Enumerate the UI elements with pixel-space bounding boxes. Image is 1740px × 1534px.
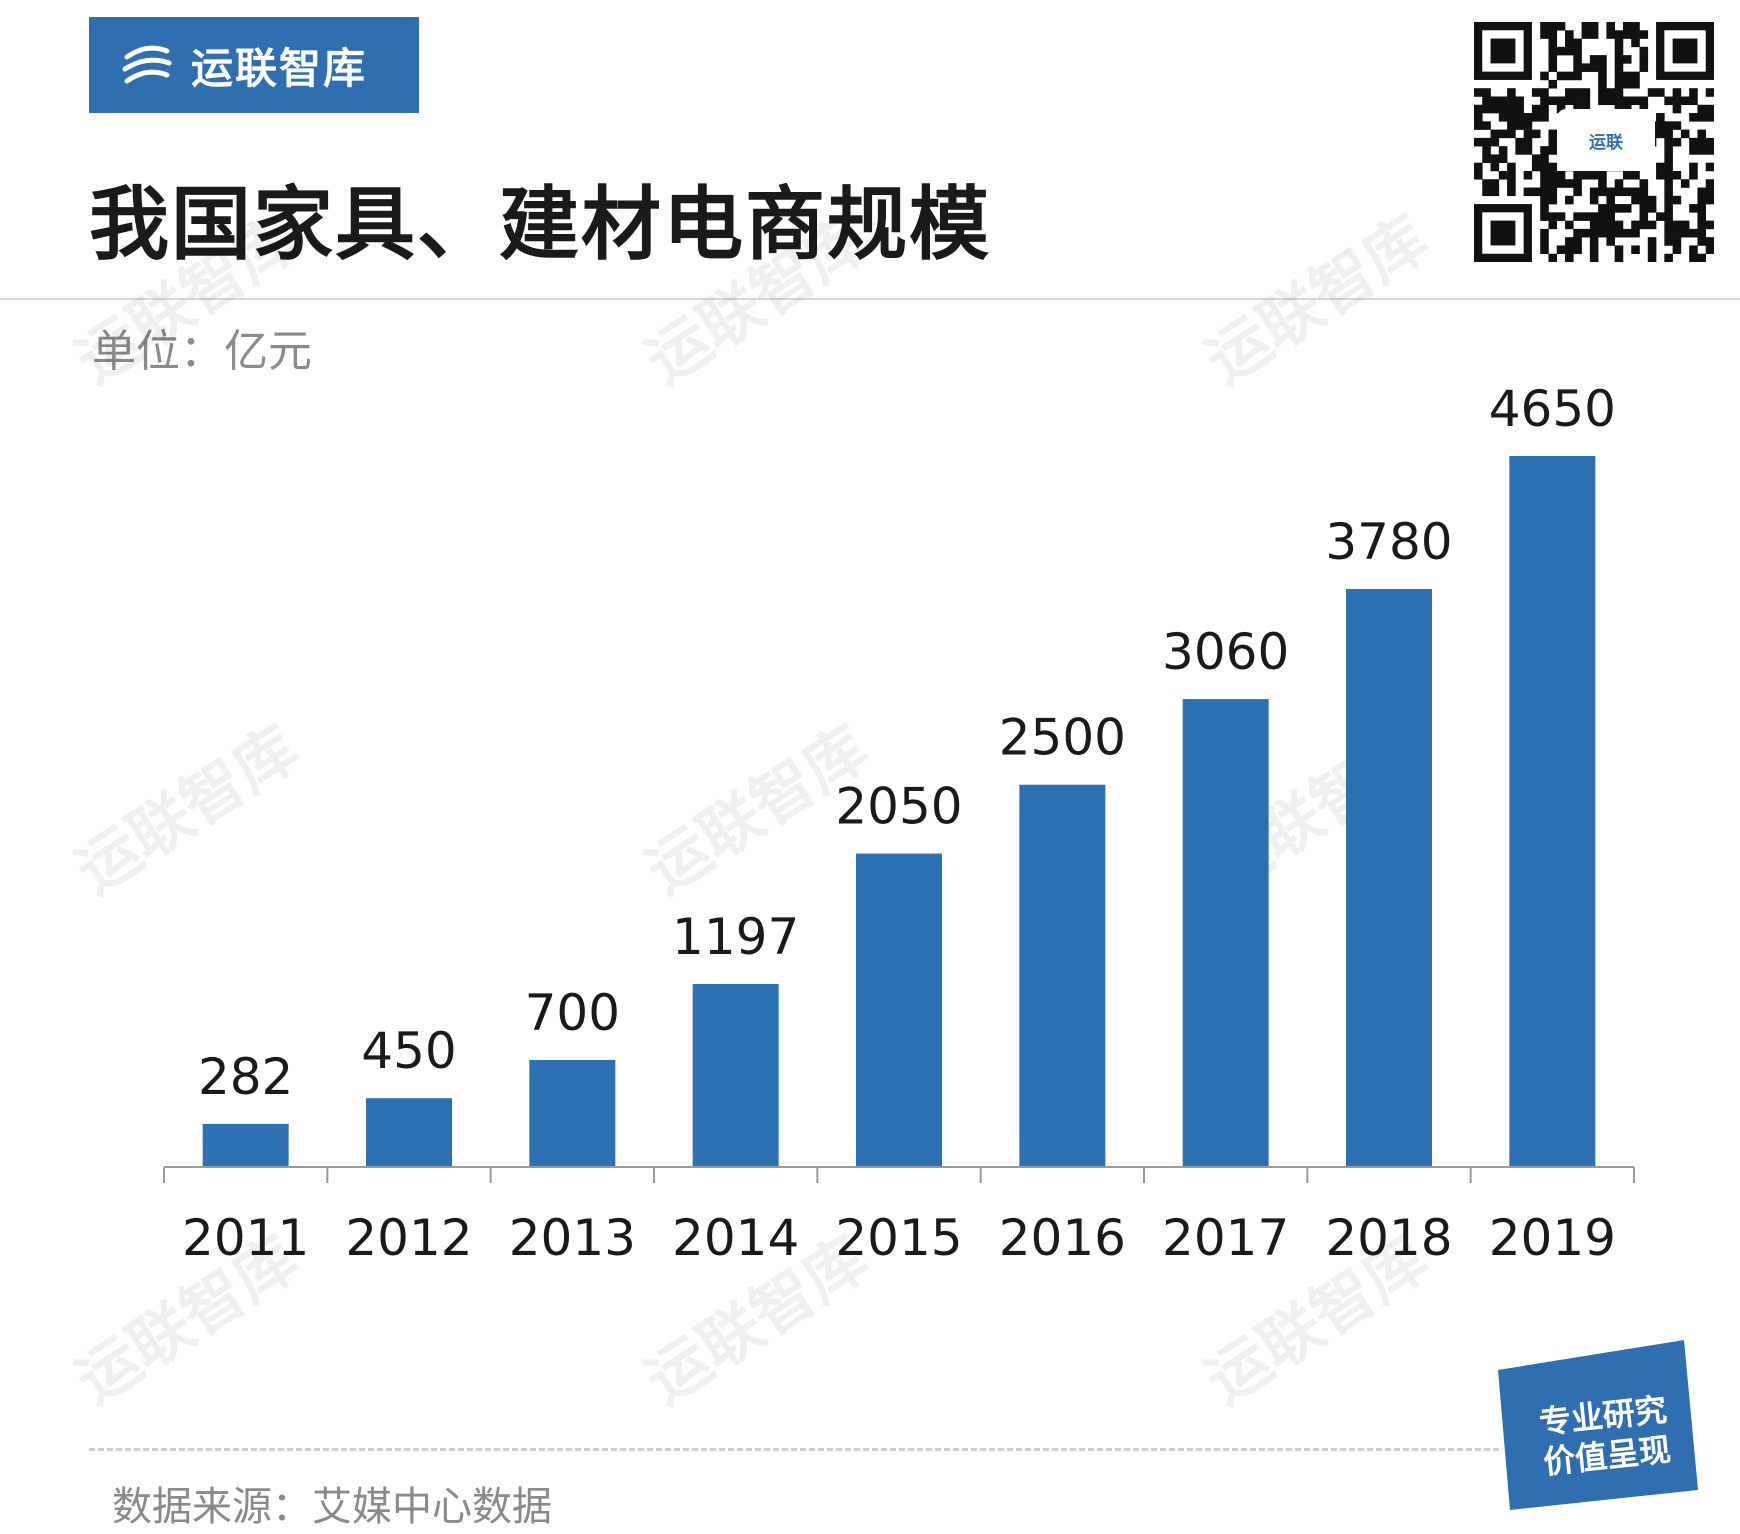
footer-divider <box>89 1448 1499 1451</box>
watermark: 运联智库 <box>633 1221 881 1418</box>
bar <box>692 983 779 1167</box>
data-label: 2500 <box>999 709 1126 767</box>
data-label: 282 <box>198 1048 293 1106</box>
data-label: 4650 <box>1489 380 1616 438</box>
x-tick-label: 2013 <box>509 1209 636 1267</box>
data-label: 1197 <box>672 908 799 966</box>
brand-name: 运联智库 <box>191 43 368 93</box>
bar <box>1019 784 1106 1167</box>
x-tick-label: 2019 <box>1489 1209 1616 1267</box>
x-tick-label: 2016 <box>999 1209 1126 1267</box>
slogan-shape <box>1498 1340 1698 1510</box>
bar <box>856 853 942 1167</box>
data-label: 450 <box>361 1022 456 1080</box>
header-divider <box>0 298 1740 300</box>
data-label: 3060 <box>1162 623 1289 681</box>
data-label: 3780 <box>1325 513 1452 571</box>
bar <box>1182 699 1269 1167</box>
x-tick-label: 2017 <box>1162 1209 1289 1267</box>
qr-code-icon <box>1474 22 1714 262</box>
watermark: 运联智库 <box>633 711 881 908</box>
chart-title: 我国家具、建材电商规模 <box>89 178 991 271</box>
bar <box>529 1059 616 1167</box>
brand-banner: 运联智库 <box>89 17 419 113</box>
x-tick-label: 2012 <box>345 1209 472 1267</box>
slogan-badge: 专业研究 价值呈现 <box>1488 1340 1698 1510</box>
brand-logo-icon <box>122 45 172 84</box>
unit-label: 单位：亿元 <box>92 326 312 377</box>
bar <box>1346 589 1432 1167</box>
watermark: 运联智库 <box>63 1221 311 1418</box>
bar <box>366 1098 452 1167</box>
bar <box>202 1123 289 1167</box>
watermark: 运联智库 <box>1193 201 1441 398</box>
watermark: 运联智库 <box>1193 1221 1441 1418</box>
watermark: 运联智库 <box>63 711 311 908</box>
qr-badge: 运联 <box>1560 112 1652 168</box>
data-label: 700 <box>525 984 620 1042</box>
watermark: 运联智库 <box>1193 711 1441 908</box>
source-note: 数据来源：艾媒中心数据 <box>112 1484 552 1530</box>
bar <box>1509 456 1596 1167</box>
